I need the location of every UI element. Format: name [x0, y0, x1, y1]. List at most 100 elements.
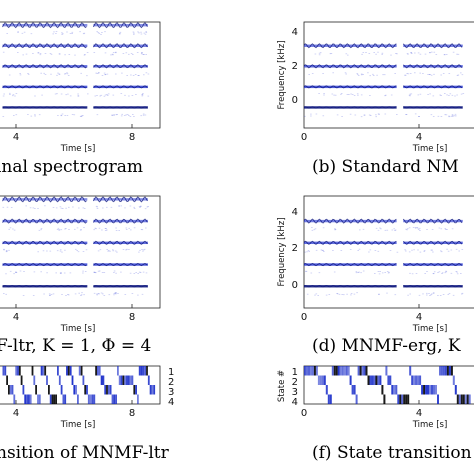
spectral-noise	[126, 75, 128, 76]
spectral-noise	[49, 294, 51, 296]
state-cell	[433, 385, 435, 395]
spectral-noise	[33, 271, 36, 273]
spectral-noise	[315, 113, 318, 115]
panel-f-xlabel: Time [s]	[412, 420, 448, 430]
harmonic-vibrato	[93, 262, 148, 267]
spectral-noise	[413, 249, 415, 251]
panel-f-ytick-label: 3	[292, 387, 298, 398]
panel-d-xlabel: Time [s]	[412, 324, 448, 334]
spectral-noise	[424, 273, 426, 274]
spectral-noise	[135, 94, 137, 95]
spectral-noise	[83, 227, 85, 228]
state-cell	[427, 385, 429, 395]
spectral-noise	[97, 293, 100, 294]
state-cell	[4, 366, 7, 376]
state-cell	[367, 375, 370, 385]
spectral-noise	[391, 229, 394, 231]
spectral-noise	[310, 115, 312, 117]
state-cell	[69, 366, 72, 376]
spectral-noise	[43, 72, 45, 74]
spectral-noise	[460, 93, 463, 95]
panel-a: 4 8 Time [s] inal spectrogram	[0, 21, 161, 177]
spectral-noise	[133, 273, 136, 274]
spectral-noise	[66, 73, 69, 75]
panel-d-ytick-label: 0	[292, 280, 298, 291]
spectral-noise	[125, 227, 128, 229]
state-cell	[138, 366, 141, 376]
harmonic-vibrato	[303, 64, 397, 69]
spectral-noise	[15, 272, 18, 273]
spectral-noise	[75, 248, 77, 250]
spectral-noise	[363, 114, 366, 116]
spectral-noise	[384, 95, 386, 97]
spectral-noise	[132, 114, 134, 115]
state-cell	[64, 394, 67, 404]
spectral-noise	[141, 94, 144, 95]
spectral-noise	[96, 31, 98, 33]
spectral-noise	[319, 52, 322, 54]
spectral-noise	[362, 52, 365, 53]
spectral-noise	[67, 75, 70, 76]
panel-f-xtick-label: 0	[301, 408, 307, 419]
spectral-noise	[19, 74, 22, 76]
spectral-noise	[77, 95, 80, 97]
state-cell	[429, 385, 431, 395]
spectral-noise	[437, 115, 440, 117]
spectral-noise	[314, 53, 317, 55]
spectral-noise	[129, 272, 132, 274]
spectral-noise	[64, 228, 66, 230]
state-cell	[363, 366, 366, 376]
state-cell	[464, 394, 467, 404]
spectral-noise	[412, 227, 415, 228]
state-cell	[89, 394, 92, 404]
spectral-noise	[441, 272, 444, 274]
spectral-noise	[120, 205, 122, 207]
spectral-noise	[44, 205, 46, 207]
spectral-noise	[110, 206, 113, 208]
spectral-noise	[115, 292, 117, 294]
spectral-noise	[12, 94, 15, 96]
harmonic-vibrato	[402, 240, 463, 245]
state-cell	[308, 366, 310, 376]
spectral-noise	[323, 251, 325, 252]
state-cell	[48, 385, 50, 395]
spectral-noise	[406, 73, 408, 74]
spectral-noise	[82, 207, 85, 209]
panel-e-xtick-label: 8	[129, 408, 135, 419]
state-cell	[393, 385, 396, 395]
spectral-noise	[83, 32, 86, 34]
state-cell	[329, 394, 332, 404]
spectral-noise	[318, 272, 321, 274]
spectral-noise	[9, 227, 12, 229]
spectral-noise	[60, 93, 63, 95]
spectral-noise	[409, 95, 411, 97]
spectral-noise	[381, 53, 383, 55]
spectral-noise	[79, 31, 81, 33]
spectral-noise	[79, 116, 82, 117]
spectral-noise	[6, 206, 9, 208]
spectral-noise	[406, 229, 408, 231]
spectral-noise	[313, 229, 316, 231]
spectral-noise	[445, 270, 447, 272]
spectral-noise	[15, 271, 17, 273]
panel-b-frame	[303, 21, 474, 129]
spectral-noise	[346, 94, 349, 95]
panel-a-xlabel: Time [s]	[60, 144, 96, 154]
spectral-noise	[390, 94, 393, 96]
spectral-noise	[356, 74, 359, 75]
spectral-noise	[145, 227, 147, 229]
spectral-noise	[119, 31, 122, 33]
spectral-noise	[448, 73, 451, 74]
spectral-noise	[102, 293, 104, 295]
spectral-noise	[12, 95, 14, 97]
spectral-noise	[124, 294, 127, 295]
state-cell	[106, 385, 108, 395]
state-cell	[339, 366, 342, 376]
spectral-noise	[128, 227, 130, 229]
spectral-noise	[433, 271, 436, 273]
spectral-noise	[349, 249, 352, 250]
spectral-noise	[457, 74, 460, 76]
spectral-noise	[139, 207, 141, 208]
spectral-noise	[93, 271, 96, 273]
spectral-noise	[59, 272, 62, 274]
